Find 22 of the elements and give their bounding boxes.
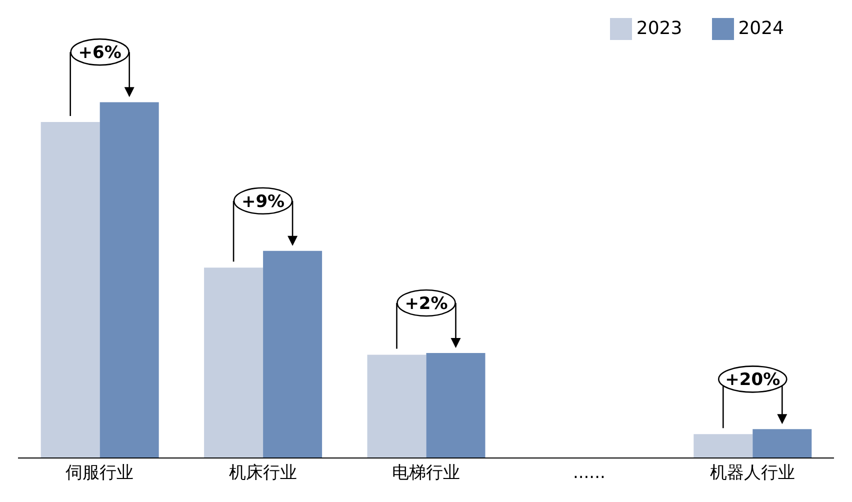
x-tick-label: 机床行业 [228,463,297,484]
change-callout: +2% [396,289,461,350]
x-tick-label: 电梯行业 [392,463,460,484]
bar [426,353,486,458]
bar [367,354,426,458]
legend-label: 2023 [636,18,682,39]
x-tick-label: ...... [572,463,606,484]
bar [100,102,159,458]
bar [40,122,100,458]
bar [263,250,322,458]
x-tick-label: 伺服行业 [66,463,134,484]
x-tick-label: 机器人行业 [710,463,795,484]
annotation: +9% [241,192,285,212]
legend-label: 2024 [738,18,784,39]
annotation: +2% [404,294,448,314]
change-callout: +20% [718,366,788,429]
bar [204,268,264,458]
bar [694,434,753,458]
change-callout: +9% [232,187,298,262]
annotation: +20% [725,370,780,390]
change-callout: +6% [70,38,134,117]
bar [752,429,812,458]
